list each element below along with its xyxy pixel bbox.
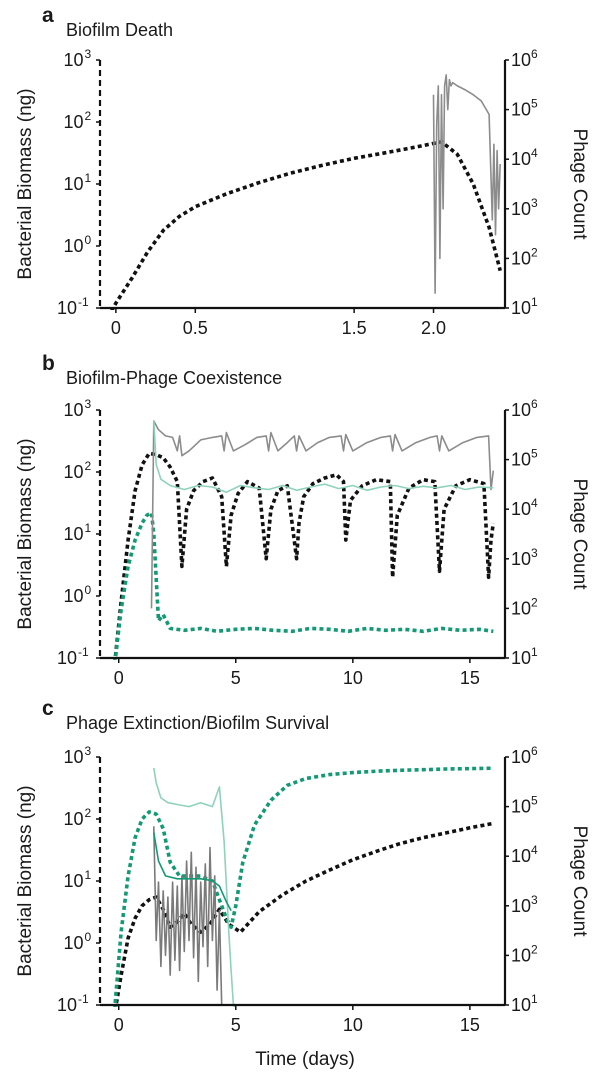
left-tick-label: 101 bbox=[63, 171, 91, 194]
x-tick-label: 0 bbox=[111, 318, 121, 338]
left-tick-label: 100 bbox=[63, 930, 91, 953]
right-tick-label: 102 bbox=[511, 595, 538, 618]
panel-title: Biofilm Death bbox=[66, 20, 173, 40]
y-axis-title-right: Phage Count bbox=[569, 826, 590, 938]
x-tick-label: 2.0 bbox=[421, 318, 446, 338]
series-group bbox=[110, 74, 502, 310]
right-tick-label: 102 bbox=[511, 942, 538, 965]
panel-letter: a bbox=[42, 4, 54, 27]
series-line-biomass-1 bbox=[113, 766, 494, 1007]
x-tick-label: 5 bbox=[231, 1015, 241, 1035]
right-tick-label: 104 bbox=[511, 843, 538, 866]
x-tick-label: 0 bbox=[114, 1015, 124, 1035]
right-tick-label: 104 bbox=[511, 496, 538, 519]
right-tick-label: 105 bbox=[511, 97, 538, 120]
x-axis-title: Time (days) bbox=[255, 1049, 355, 1070]
x-tick-label: 1.5 bbox=[342, 318, 367, 338]
left-tick-label: 103 bbox=[63, 744, 91, 767]
left-tick-label: 103 bbox=[63, 397, 91, 420]
x-tick-label: 15 bbox=[460, 668, 480, 688]
left-tick-label: 103 bbox=[63, 47, 91, 70]
right-tick-label: 104 bbox=[511, 146, 538, 169]
right-tick-label: 103 bbox=[511, 546, 538, 569]
right-tick-label: 103 bbox=[511, 196, 538, 219]
x-tick-label: 0.5 bbox=[183, 318, 208, 338]
left-tick-label: 102 bbox=[63, 109, 91, 132]
y-axis-title-left: Bacterial Biomass (ng) bbox=[15, 438, 36, 629]
right-tick-label: 101 bbox=[511, 295, 538, 318]
panel-title: Phage Extinction/Biofilm Survival bbox=[66, 713, 329, 733]
right-tick-label: 102 bbox=[511, 245, 538, 268]
series-line-biomass-0 bbox=[113, 451, 496, 660]
right-tick-label: 106 bbox=[511, 744, 538, 767]
right-tick-label: 103 bbox=[511, 893, 538, 916]
series-line-phage-2 bbox=[150, 420, 495, 609]
left-tick-label: 101 bbox=[63, 868, 91, 891]
x-tick-label: 10 bbox=[343, 1015, 363, 1035]
y-axis-title-right: Phage Count bbox=[569, 479, 590, 591]
series-line-phage-4 bbox=[153, 832, 232, 911]
left-tick-label: 10-1 bbox=[57, 992, 89, 1015]
right-tick-label: 106 bbox=[511, 47, 538, 70]
right-tick-label: 106 bbox=[511, 397, 538, 420]
right-tick-label: 105 bbox=[511, 447, 538, 470]
y-axis-title-left: Bacterial Biomass (ng) bbox=[15, 785, 36, 976]
left-tick-label: 102 bbox=[63, 459, 91, 482]
panel-a: a Biofilm Death 10-1 100 101 102 103 101 102 103 1… bbox=[15, 4, 590, 338]
panel-title: Biofilm-Phage Coexistence bbox=[66, 368, 282, 388]
left-tick-label: 102 bbox=[63, 806, 91, 829]
series-line-phage-3 bbox=[153, 420, 494, 494]
left-tick-label: 101 bbox=[63, 521, 91, 544]
panel-letter: b bbox=[42, 352, 55, 375]
left-tick-label: 10-1 bbox=[57, 645, 89, 668]
series-line-phage-3 bbox=[153, 767, 236, 1007]
series-line-biomass-0 bbox=[110, 140, 502, 310]
series-line-biomass-0 bbox=[113, 821, 494, 1007]
left-tick-label: 100 bbox=[63, 583, 91, 606]
panel-c: c Phage Extinction/Biofilm Survival 10-1 10… bbox=[15, 697, 590, 1035]
right-tick-label: 105 bbox=[511, 794, 538, 817]
series-group bbox=[113, 766, 494, 1007]
x-tick-label: 0 bbox=[114, 668, 124, 688]
x-tick-label: 15 bbox=[460, 1015, 480, 1035]
x-tick-label: 5 bbox=[231, 668, 241, 688]
y-axis-title-left: Bacterial Biomass (ng) bbox=[15, 88, 36, 279]
left-tick-label: 100 bbox=[63, 233, 91, 256]
series-line-phage-2 bbox=[153, 826, 223, 1006]
series-group bbox=[113, 420, 496, 660]
y-axis-title-right: Phage Count bbox=[569, 129, 590, 241]
x-tick-label: 10 bbox=[343, 668, 363, 688]
panel-letter: c bbox=[42, 697, 54, 720]
left-tick-label: 10-1 bbox=[57, 295, 89, 318]
series-line-biomass-1 bbox=[113, 510, 494, 660]
series-line-phage-1 bbox=[432, 74, 501, 294]
right-tick-label: 101 bbox=[511, 645, 538, 668]
right-tick-label: 101 bbox=[511, 992, 538, 1015]
